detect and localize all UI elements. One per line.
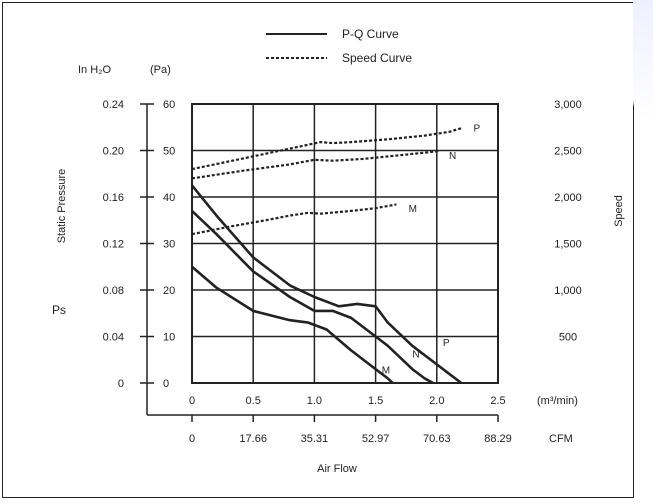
x-tick-label-cfm: 70.63 xyxy=(423,433,451,445)
speed-curve-n xyxy=(191,148,440,180)
y-tick-label-inh2o: 0.12 xyxy=(103,239,124,251)
x-tick-label-cfm: 35.31 xyxy=(301,433,329,445)
x-tick-label-m3: 2.0 xyxy=(429,395,444,407)
speed-tick-label: 3,000 xyxy=(554,99,582,111)
y-tick-label-inh2o: 0.20 xyxy=(103,146,124,158)
speed-tick-label: 2,000 xyxy=(554,192,582,204)
pq-label-p: P xyxy=(443,338,450,349)
y-tick-label-inh2o: 0.24 xyxy=(103,99,124,111)
legend: P-Q Curve Speed Curve xyxy=(266,27,412,65)
x-tick-label-cfm: 17.66 xyxy=(239,433,267,445)
y-tick-label-pa: 30 xyxy=(163,239,175,251)
legend-label-pq: P-Q Curve xyxy=(342,27,399,41)
y-tick-label-pa: 60 xyxy=(163,99,175,111)
decorative-corner xyxy=(633,0,653,120)
pq-curve-m xyxy=(191,265,394,384)
y-axis-title-static-pressure: Static Pressure xyxy=(56,169,68,244)
x-unit-cfm: CFM xyxy=(549,433,573,445)
y-tick-label-pa: 10 xyxy=(163,332,175,344)
y-tick-label-inh2o: 0 xyxy=(118,378,124,390)
x-tick-label-m3: 2.5 xyxy=(490,395,505,407)
pq-label-n: N xyxy=(412,349,419,360)
speed-curve-p xyxy=(191,127,462,171)
speed-tick-label: 1,500 xyxy=(554,239,582,251)
ps-label: Ps xyxy=(52,303,66,317)
x-tick-label-cfm: 0 xyxy=(189,433,195,445)
x-axis-title-air-flow: Air Flow xyxy=(317,463,357,475)
speed-label-p: P xyxy=(474,123,481,134)
x-tick-label-cfm: 88.29 xyxy=(484,433,512,445)
x-tick-label-m3: 0 xyxy=(189,395,195,407)
x-tick-label-m3: 1.0 xyxy=(307,395,322,407)
x-tick-label-m3: 1.5 xyxy=(368,395,383,407)
y-tick-label-pa: 20 xyxy=(163,285,175,297)
speed-tick-label: 500 xyxy=(559,332,577,344)
y-axis-title-speed: Speed xyxy=(613,195,625,227)
y-tick-label-inh2o: 0.08 xyxy=(103,285,124,297)
pq-label-m: M xyxy=(382,366,390,377)
speed-curve-m xyxy=(191,203,397,236)
y-tick-label-pa: 0 xyxy=(163,378,169,390)
pq-curve-p xyxy=(190,184,463,385)
speed-tick-label: 2,500 xyxy=(554,146,582,158)
y-tick-label-inh2o: 0.04 xyxy=(103,332,124,344)
legend-label-speed: Speed Curve xyxy=(342,51,412,65)
y-tick-label-pa: 50 xyxy=(163,146,175,158)
unit-inh2o: In H₂O xyxy=(78,64,111,76)
grid xyxy=(191,103,499,384)
y-tick-label-inh2o: 0.16 xyxy=(103,192,124,204)
x-tick-label-cfm: 52.97 xyxy=(362,433,390,445)
unit-pa: (Pa) xyxy=(150,64,171,76)
pq-curve-n xyxy=(191,209,434,385)
ticks: 0 0 10 0.04 20 0.08 30 0.12 40 0.16 50 0.20 60 0.24 50… xyxy=(103,99,582,445)
speed-tick-label: 1,000 xyxy=(554,285,582,297)
x-unit-m3: (m³/min) xyxy=(537,395,578,407)
series: P N M P N M xyxy=(190,123,481,385)
speed-label-m: M xyxy=(409,204,417,215)
x-tick-label-m3: 0.5 xyxy=(246,395,261,407)
y-tick-label-pa: 40 xyxy=(163,192,175,204)
speed-label-n: N xyxy=(449,151,456,162)
